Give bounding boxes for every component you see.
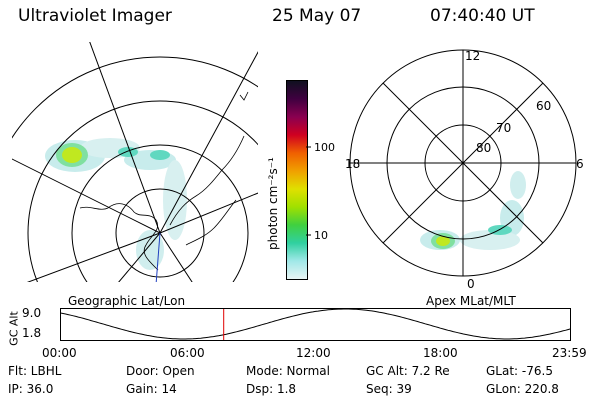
mlt-label-18: 18 — [345, 157, 360, 171]
altitude-xtick-4: 23:59 — [552, 346, 587, 360]
lat-label-70: 70 — [496, 121, 511, 135]
info-seq: Seq: 39 — [366, 382, 412, 396]
lat-label-80: 80 — [476, 141, 491, 155]
info-glat: GLat: -76.5 — [486, 364, 553, 378]
colorbar-tick-10: 10 — [314, 229, 328, 242]
altitude-plot — [60, 308, 571, 341]
info-gc-alt: GC Alt: 7.2 Re — [366, 364, 450, 378]
left-map-caption: Geographic Lat/Lon — [68, 294, 186, 308]
altitude-xtick-1: 06:00 — [170, 346, 205, 360]
altitude-xtick-2: 12:00 — [296, 346, 331, 360]
info-dsp: Dsp: 1.8 — [246, 382, 297, 396]
date-label: 25 May 07 — [272, 6, 362, 26]
right-map-caption: Apex MLat/MLT — [426, 294, 516, 308]
altitude-ylabel: GC Alt — [7, 311, 21, 346]
info-glon: GLon: 220.8 — [486, 382, 559, 396]
info-gain: Gain: 14 — [126, 382, 177, 396]
info-filter: Flt: LBHL — [8, 364, 62, 378]
colorbar-ticks: 100 10 — [306, 141, 335, 242]
info-ip: IP: 36.0 — [8, 382, 54, 396]
colorbar — [286, 80, 308, 280]
magnetic-map: 12 18 6 0 80 70 60 — [345, 49, 584, 290]
colorbar-label: photon cm⁻²s⁻¹ — [266, 157, 280, 250]
time-label: 07:40:40 UT — [430, 6, 535, 26]
info-mode: Mode: Normal — [246, 364, 330, 378]
altitude-xtick-0: 00:00 — [42, 346, 77, 360]
mlt-label-12: 12 — [465, 49, 480, 63]
mlt-label-6: 6 — [576, 157, 584, 171]
colorbar-tick-100: 100 — [314, 141, 335, 154]
mlt-label-0: 0 — [467, 277, 475, 290]
altitude-ytick-low: 1.8 — [22, 326, 42, 340]
instrument-title: Ultraviolet Imager — [18, 6, 172, 26]
lat-label-60: 60 — [536, 99, 551, 113]
info-door: Door: Open — [126, 364, 195, 378]
altitude-ytick-high: 9.0 — [22, 306, 42, 320]
geographic-map — [12, 42, 258, 282]
altitude-xtick-3: 18:00 — [423, 346, 458, 360]
